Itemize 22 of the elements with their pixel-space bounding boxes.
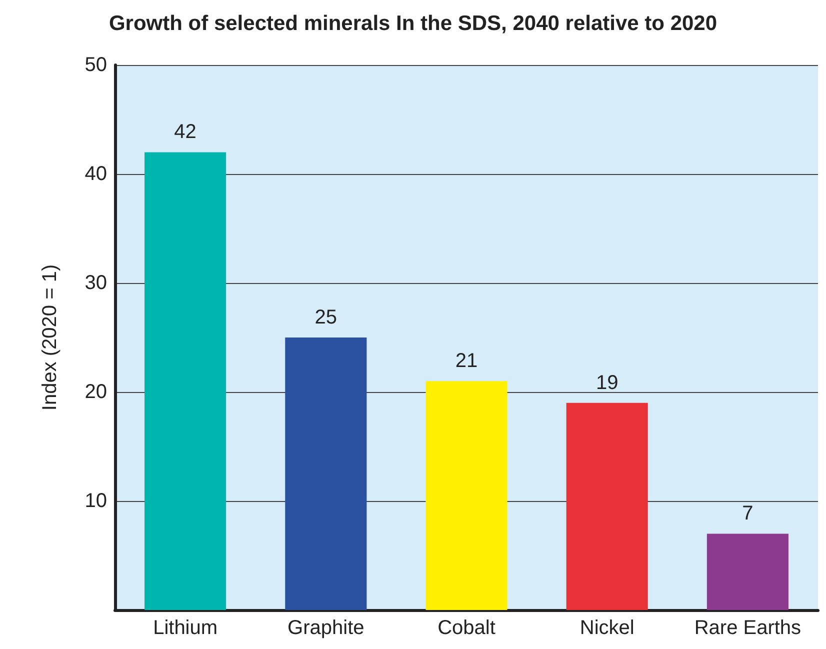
y-tick-label: 20 [84,381,107,403]
y-tick-label: 40 [84,163,107,185]
x-tick-label: Nickel [580,617,634,639]
bar [144,152,226,610]
bar [706,534,788,610]
x-tick-label: Rare Earths [694,617,802,639]
y-tick-label: 30 [84,272,107,294]
bar [566,402,648,610]
x-tick-label: Graphite [288,617,364,639]
x-tick-label: Lithium [153,617,218,639]
data-label: 25 [314,306,338,328]
data-label: 7 [742,502,754,525]
data-label: 21 [455,350,478,372]
y-axis-title: Index (2020 = 1) [39,264,61,411]
chart-title: Growth of selected minerals In the SDS, 2040 relative to 2020 [108,12,718,35]
bar [426,381,508,610]
x-tick-label: Cobalt [438,617,496,639]
bar [285,338,367,610]
y-tick-label: 50 [84,54,107,76]
data-label: 42 [174,121,196,144]
y-tick-label: 10 [84,490,107,512]
data-label: 19 [596,372,618,394]
